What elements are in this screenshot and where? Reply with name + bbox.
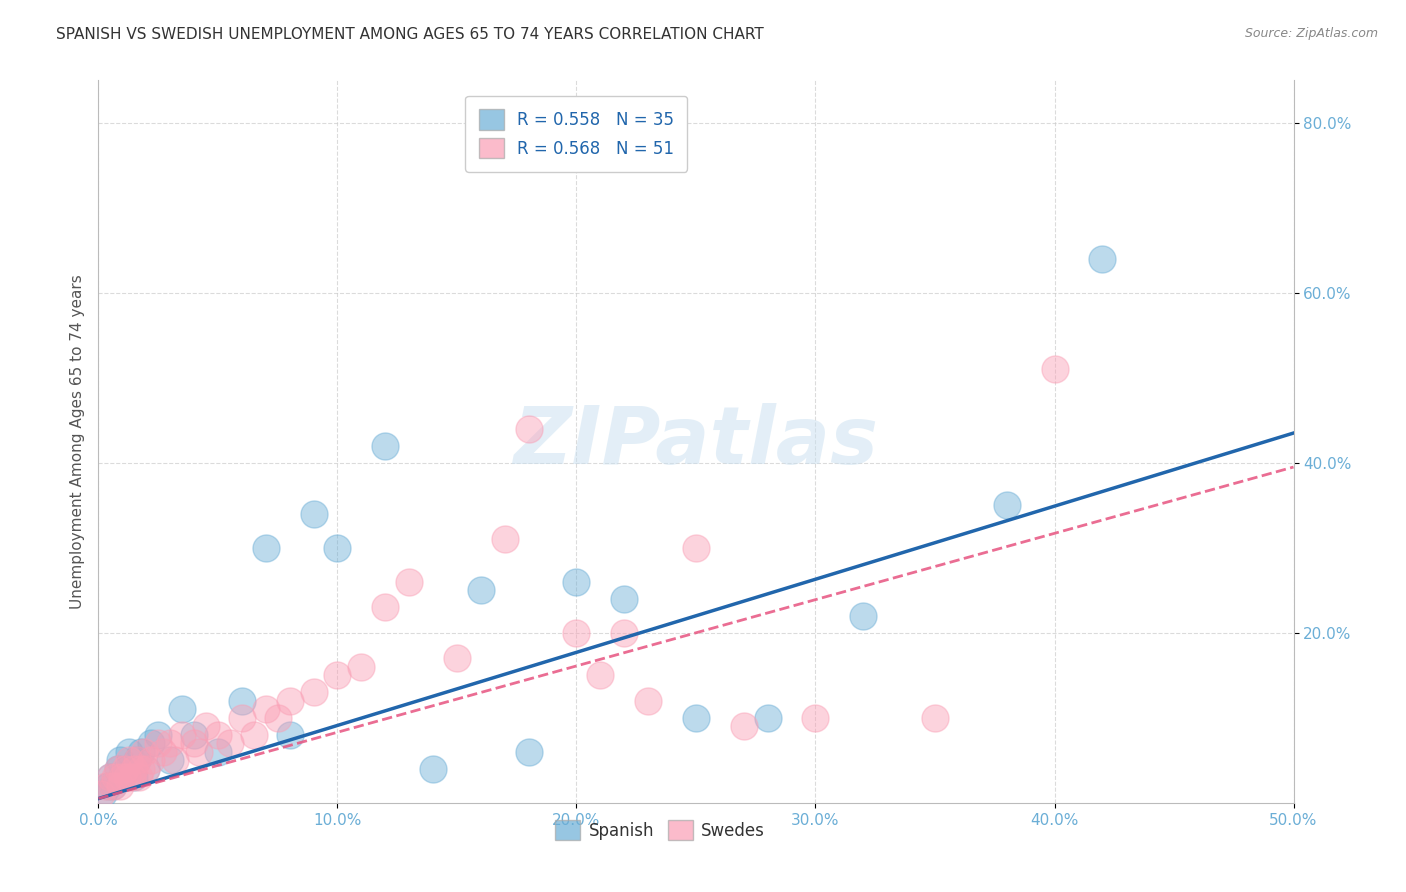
Point (302, 507, 325, 521)
Point (326, 668, 349, 682)
Point (924, 711, 946, 725)
Point (172, 728, 194, 742)
Point (111, 770, 134, 784)
Point (108, 753, 131, 767)
Point (1091, 252, 1114, 266)
Point (135, 762, 157, 776)
Point (613, 625, 636, 640)
Point (589, 668, 612, 682)
Point (98, 770, 122, 784)
Point (302, 685, 325, 699)
Point (494, 533, 516, 547)
Point (152, 745, 174, 759)
Point (470, 583, 492, 598)
Point (183, 736, 205, 750)
Point (159, 753, 181, 767)
Point (118, 753, 141, 767)
Text: Source: ZipAtlas.com: Source: ZipAtlas.com (1244, 27, 1378, 40)
Point (115, 762, 138, 776)
Point (107, 762, 129, 776)
Point (90, 787, 112, 801)
Point (565, 574, 588, 589)
Point (804, 711, 827, 725)
Point (114, 762, 136, 776)
Point (733, 719, 755, 733)
Point (131, 762, 153, 776)
Point (685, 711, 707, 725)
Point (159, 736, 181, 750)
Point (254, 702, 277, 716)
Point (637, 694, 659, 708)
Point (231, 711, 253, 725)
Point (125, 753, 148, 767)
Point (254, 541, 277, 555)
Legend: Spanish, Swedes: Spanish, Swedes (547, 812, 773, 848)
Point (187, 745, 209, 759)
Point (97, 779, 120, 793)
Point (135, 762, 157, 776)
Point (231, 694, 253, 708)
Point (613, 591, 636, 606)
Point (374, 600, 396, 615)
Point (278, 694, 301, 708)
Point (565, 625, 588, 640)
Point (756, 711, 779, 725)
Point (104, 770, 127, 784)
Point (446, 651, 468, 665)
Point (278, 728, 301, 742)
Point (163, 753, 186, 767)
Point (374, 439, 396, 453)
Point (326, 541, 349, 555)
Point (1043, 362, 1066, 376)
Point (148, 736, 170, 750)
Point (108, 779, 131, 793)
Point (172, 702, 194, 716)
Point (128, 770, 150, 784)
Point (207, 728, 229, 742)
Point (98, 770, 122, 784)
Point (243, 728, 266, 742)
Point (685, 541, 707, 555)
Point (125, 753, 148, 767)
Point (139, 736, 162, 750)
Point (517, 422, 540, 436)
Point (124, 770, 146, 784)
Point (195, 719, 218, 733)
Point (517, 745, 540, 759)
Point (183, 728, 205, 742)
Point (219, 736, 242, 750)
Point (422, 762, 444, 776)
Point (115, 770, 138, 784)
Point (350, 660, 373, 674)
Point (267, 711, 290, 725)
Text: ZIPatlas: ZIPatlas (513, 402, 879, 481)
Point (94, 779, 117, 793)
Point (148, 728, 170, 742)
Point (111, 770, 134, 784)
Point (107, 762, 129, 776)
Point (124, 762, 146, 776)
Point (118, 745, 141, 759)
Point (101, 779, 124, 793)
Point (131, 745, 153, 759)
Point (121, 770, 143, 784)
Point (101, 779, 124, 793)
Point (91, 787, 114, 801)
Y-axis label: Unemployment Among Ages 65 to 74 years: Unemployment Among Ages 65 to 74 years (69, 274, 84, 609)
Point (207, 745, 229, 759)
Point (132, 745, 155, 759)
Point (398, 574, 420, 589)
Point (995, 498, 1018, 512)
Point (852, 608, 875, 623)
Text: SPANISH VS SWEDISH UNEMPLOYMENT AMONG AGES 65 TO 74 YEARS CORRELATION CHART: SPANISH VS SWEDISH UNEMPLOYMENT AMONG AG… (56, 27, 763, 42)
Point (139, 753, 162, 767)
